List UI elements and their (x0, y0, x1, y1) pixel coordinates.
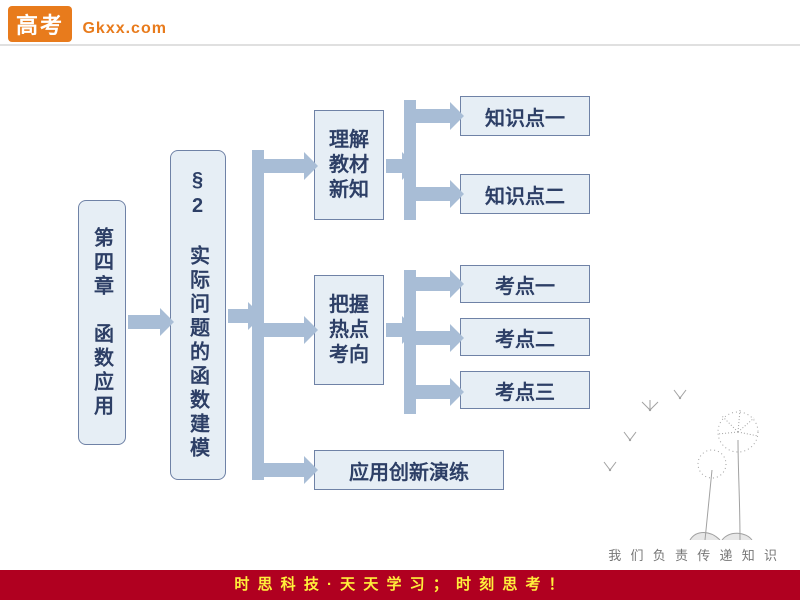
arrow-a_to_bot (264, 456, 318, 484)
node-l4-label: 考点二 (495, 323, 555, 352)
arrow-a_l5 (416, 378, 464, 406)
node-n_bot: 应用创新演练 (314, 450, 504, 490)
node-l1-label: 知识点一 (485, 102, 565, 131)
header-divider (0, 44, 800, 46)
node-l2-label: 知识点二 (485, 180, 565, 209)
logo-url-text: Gkxx.com (82, 20, 166, 38)
node-n_top-label: 理解教材新知 (321, 128, 377, 203)
slide: 高考 Gkxx.com 第四章 函数应用 §2 实际问题的函数建模 理解教材新知把握… (0, 0, 800, 600)
arrow-a_l2 (416, 180, 464, 208)
arrow-a_l1 (416, 102, 464, 130)
arrow-a_c1_c2 (128, 308, 174, 336)
node-col1-label: 第四章 函数应用 (88, 227, 117, 419)
logo-badge: 高考 (8, 6, 72, 42)
arrow-a_to_mid (264, 316, 318, 344)
node-l5-label: 考点三 (495, 376, 555, 405)
node-l3-label: 考点一 (495, 270, 555, 299)
node-col2: §2 实际问题的函数建模 (170, 150, 226, 480)
tagline-text: 我 们 负 责 传 递 知 识 (608, 545, 780, 564)
node-l2: 知识点二 (460, 174, 590, 214)
arrow-a_l4 (416, 324, 464, 352)
node-l5: 考点三 (460, 371, 590, 409)
node-l4: 考点二 (460, 318, 590, 356)
node-n_mid: 把握热点考向 (314, 275, 384, 385)
node-n_bot-label: 应用创新演练 (349, 456, 469, 485)
dandelion-doodle (590, 380, 770, 540)
arrow-a_l3 (416, 270, 464, 298)
site-logo: 高考 Gkxx.com (8, 6, 167, 42)
node-n_top: 理解教材新知 (314, 110, 384, 220)
node-n_mid-label: 把握热点考向 (321, 293, 377, 368)
connector-bar1 (252, 150, 264, 480)
connector-bar_mid (404, 270, 416, 414)
node-l1: 知识点一 (460, 96, 590, 136)
node-l3: 考点一 (460, 265, 590, 303)
node-col1: 第四章 函数应用 (78, 200, 126, 445)
connector-bar_top (404, 100, 416, 220)
footer-bar: 时 思 科 技 · 天 天 学 习 ； 时 刻 思 考 ！ (0, 570, 800, 600)
node-col2-label: §2 实际问题的函数建模 (184, 169, 213, 461)
arrow-a_to_top (264, 152, 318, 180)
